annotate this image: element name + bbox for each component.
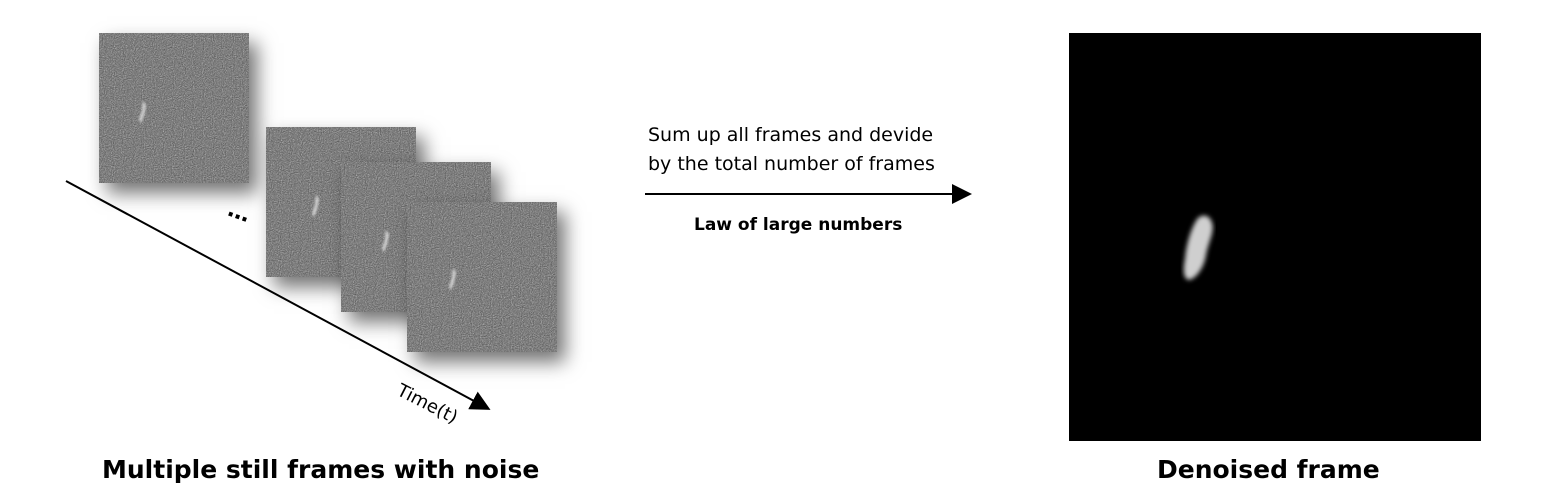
left-caption: Multiple still frames with noise [102, 455, 540, 484]
right-caption: Denoised frame [1157, 455, 1380, 484]
noisy-frame-1 [99, 33, 249, 183]
time-axis-arrow [65, 180, 491, 410]
arrow-label-line1: Sum up all frames and devide [648, 124, 934, 146]
noisy-frame-4 [407, 202, 557, 352]
arrow-sublabel: Law of large numbers [694, 215, 903, 235]
arrow-label-line2: by the total number of frames [648, 153, 935, 175]
denoised-frame [1069, 33, 1481, 441]
